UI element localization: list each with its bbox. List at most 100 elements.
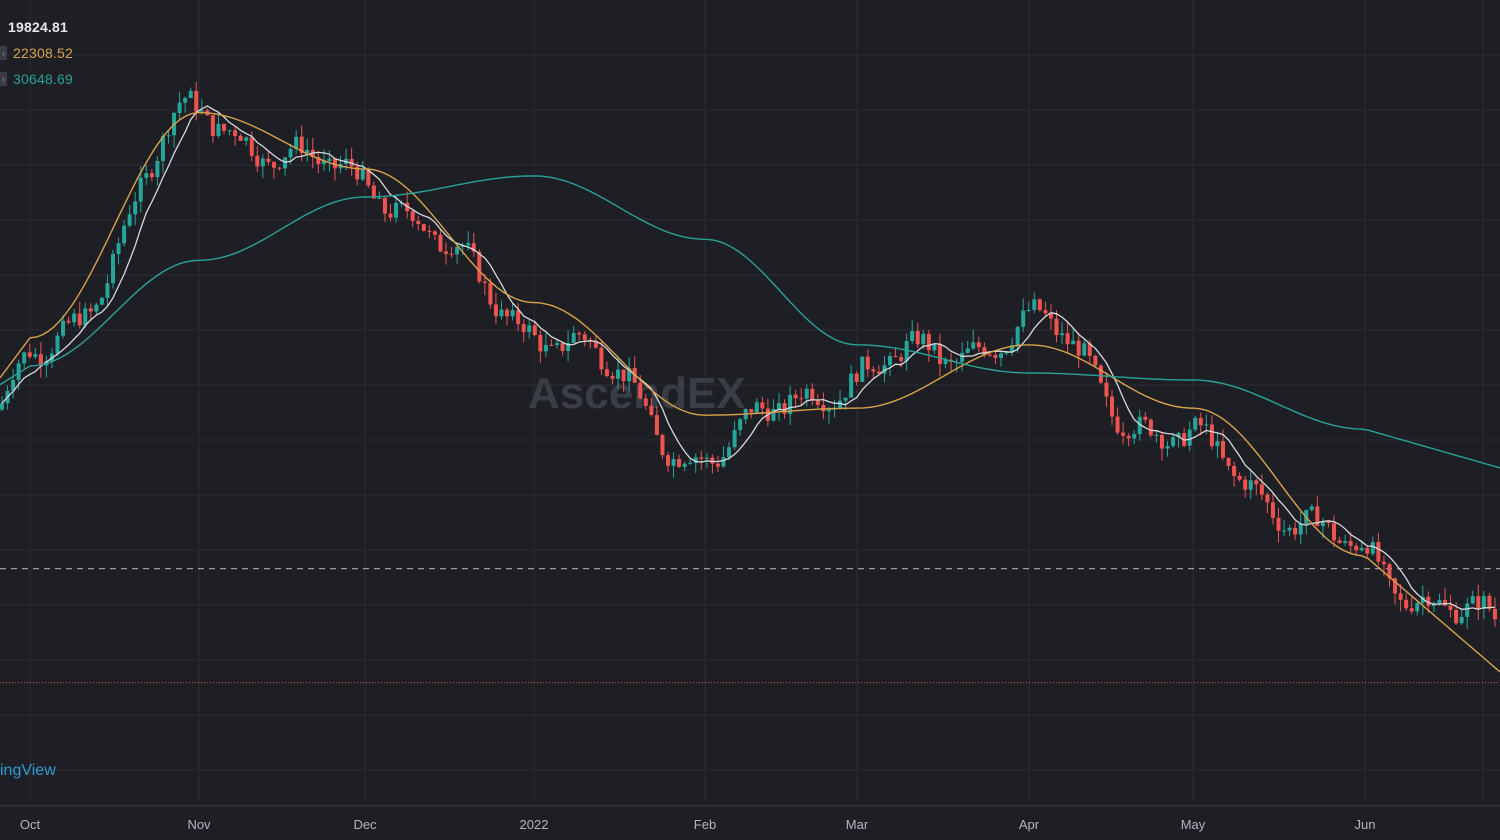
candle-down (871, 369, 876, 372)
x-tick-label: Mar (846, 817, 869, 832)
candle-down (699, 457, 704, 459)
x-tick-label: Apr (1019, 817, 1040, 832)
candle-down (1037, 299, 1042, 311)
candle-up (1287, 527, 1292, 531)
candle-down (593, 341, 598, 348)
candle-up (55, 335, 60, 354)
candle-up (1437, 599, 1442, 604)
candle-up (904, 341, 909, 361)
candle-up (394, 202, 399, 218)
candle-up (177, 102, 182, 113)
candle-down (1448, 605, 1453, 610)
candle-up (1015, 326, 1020, 346)
candle-up (1343, 541, 1348, 543)
candle-up (377, 197, 382, 199)
candle-down (532, 325, 537, 336)
candle-up (1470, 596, 1475, 604)
candle-down (1209, 424, 1214, 447)
candle-up (183, 97, 188, 103)
candle-up (1248, 480, 1253, 490)
x-tick-label: Jun (1355, 817, 1376, 832)
candle-down (1409, 608, 1414, 612)
candle-down (915, 331, 920, 345)
candle-up (616, 369, 621, 379)
candle-down (1487, 595, 1492, 609)
x-tick-label: Nov (187, 817, 211, 832)
candle-down (1159, 434, 1164, 449)
candle-down (560, 342, 565, 351)
candle-up (0, 403, 4, 410)
candle-up (727, 447, 732, 458)
candle-down (1232, 465, 1237, 476)
candle-up (1481, 595, 1486, 609)
candle-up (127, 214, 132, 226)
candle-down (355, 166, 360, 180)
candle-down (1048, 313, 1053, 319)
candle-down (316, 156, 321, 165)
candle-down (38, 354, 43, 366)
candle-down (444, 251, 448, 254)
candle-down (249, 137, 254, 156)
candle-down (538, 335, 543, 352)
candlestick-series (0, 81, 1497, 630)
legend-toggle-icon[interactable]: ‹ (0, 46, 7, 60)
candle-down (488, 282, 493, 305)
candle-up (543, 344, 548, 352)
candle-up (61, 320, 66, 336)
candle-up (360, 169, 365, 180)
candle-up (738, 419, 743, 430)
candle-up (527, 325, 532, 332)
candle-up (1021, 310, 1026, 327)
candle-down (1404, 599, 1409, 609)
candle-down (982, 347, 987, 355)
candle-up (1132, 434, 1137, 439)
candle-up (294, 136, 299, 149)
candle-down (1337, 540, 1342, 543)
legend-toggle-icon[interactable]: ‹ (0, 72, 7, 86)
candle-down (299, 136, 304, 153)
candle-down (1315, 506, 1320, 527)
candle-up (33, 354, 38, 357)
candle-up (72, 313, 77, 323)
legend-ma-long-value: 30648.69 (13, 71, 73, 87)
candle-up (1420, 596, 1425, 603)
candle-down (610, 376, 615, 379)
candle-up (244, 137, 249, 141)
candle-up (260, 158, 265, 167)
reference-lines (0, 567, 1500, 684)
candle-down (1110, 396, 1114, 417)
candle-down (66, 320, 71, 323)
candle-down (222, 123, 226, 131)
tradingview-brand[interactable]: ingView (0, 762, 56, 779)
candle-down (1443, 599, 1447, 606)
candle-down (582, 334, 587, 340)
candle-up (99, 297, 104, 305)
candle-down (27, 352, 32, 357)
candle-down (1332, 523, 1336, 541)
candle-down (865, 356, 870, 370)
candle-down (760, 402, 765, 409)
candle-down (1393, 578, 1398, 594)
candle-down (677, 458, 682, 467)
candle-down (1348, 541, 1353, 546)
candle-up (1282, 530, 1287, 532)
legend-ma-long-row[interactable]: ‹ 30648.69 (0, 66, 73, 92)
candle-down (1093, 355, 1098, 366)
candle-down (516, 310, 521, 325)
candle-down (1198, 417, 1203, 426)
candle-up (932, 344, 937, 351)
candle-up (832, 408, 837, 410)
candle-up (1465, 603, 1470, 617)
candle-up (327, 158, 332, 162)
candle-down (482, 281, 487, 283)
candle-down (1365, 547, 1370, 554)
candle-up (688, 462, 693, 464)
candle-down (876, 371, 881, 374)
candle-up (921, 333, 926, 345)
legend-ma-mid-row[interactable]: ‹ 22308.52 (0, 40, 73, 66)
candle-down (643, 398, 648, 406)
candle-up (910, 331, 915, 342)
candle-down (194, 90, 199, 112)
candle-down (277, 167, 282, 169)
